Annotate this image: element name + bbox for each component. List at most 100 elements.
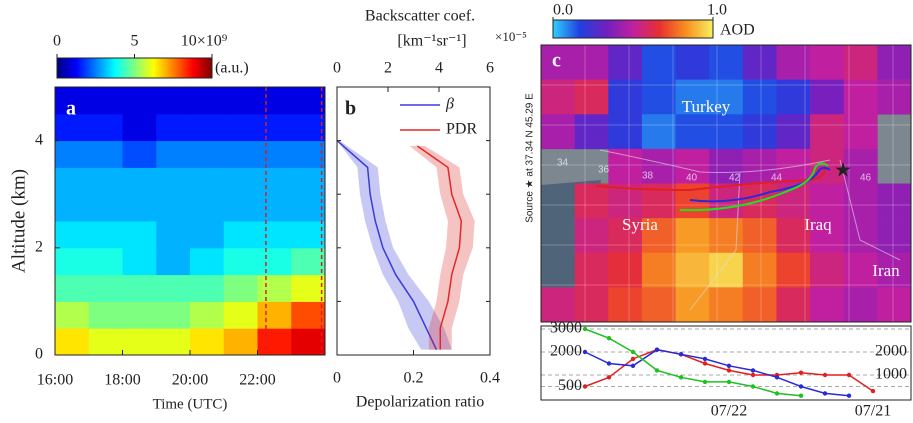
heatmap-cell — [257, 221, 292, 249]
aod-cell — [742, 287, 777, 322]
heatmap-cell — [257, 274, 292, 302]
heatmap-cell — [122, 247, 157, 276]
heatmap-cell — [257, 167, 292, 195]
x2-tick-label: 0 — [333, 60, 341, 77]
aod-cell — [709, 79, 744, 115]
heatmap-cell — [88, 113, 123, 142]
heatmap-cell — [156, 167, 191, 195]
point — [582, 349, 588, 355]
source-star: ★ — [834, 160, 852, 182]
aod-cell — [675, 287, 710, 322]
graticule-label: 38 — [642, 171, 654, 182]
aod-cell — [574, 79, 609, 115]
aod-cell — [776, 252, 811, 288]
heatmap-cell — [156, 328, 191, 356]
point — [678, 375, 684, 380]
x-tick-label: 0.4 — [480, 370, 500, 387]
point — [798, 370, 804, 375]
graticule-label: 42 — [729, 173, 741, 184]
heatmap-cell — [122, 328, 157, 356]
heatmap-cell — [55, 301, 90, 329]
aod-cell — [641, 45, 676, 80]
x2-tick-label: 4 — [435, 60, 443, 77]
y2-tick-label: 2000 — [875, 343, 907, 360]
border — [599, 149, 901, 311]
aod-cell — [574, 218, 609, 254]
heatmap-cell — [122, 113, 157, 142]
point — [774, 375, 780, 380]
heatmap-cell — [223, 274, 258, 302]
y-axis-label: Altitude (km) — [8, 169, 29, 273]
heatmap-cell — [156, 113, 191, 142]
heatmap-cell — [291, 87, 326, 115]
point — [750, 368, 756, 373]
region-label: Iran — [872, 261, 900, 280]
point — [822, 372, 828, 378]
colorbar-tick-label: 0 — [53, 33, 61, 50]
aod-cell — [641, 148, 676, 184]
y2-tick-label: 1000 — [875, 366, 907, 383]
axes-frame — [540, 325, 912, 401]
heatmap-cell — [122, 194, 157, 222]
point — [774, 391, 780, 396]
heatmap-cell — [291, 140, 326, 168]
aod-cell — [810, 45, 845, 80]
aod-cell — [843, 79, 878, 115]
heatmap-cell — [55, 194, 90, 222]
heatmap-cell — [55, 221, 90, 249]
heatmap-cell — [122, 274, 157, 302]
heatmap-cell — [190, 301, 225, 329]
point — [798, 384, 804, 389]
aod-cell — [675, 45, 710, 80]
legend-label: β — [445, 96, 454, 113]
point — [630, 356, 636, 362]
heatmap-cell — [190, 221, 225, 249]
aod-cell — [709, 114, 744, 150]
aod-cell — [608, 45, 643, 80]
aod-cell — [541, 287, 575, 322]
heatmap-cell — [190, 274, 225, 302]
heatmap-cell — [291, 113, 326, 142]
y-tick-label: 2000 — [550, 343, 582, 360]
aod-cell — [843, 114, 878, 150]
aod-cell — [742, 45, 777, 80]
x2-tick-label: 6 — [486, 60, 494, 77]
aod-cell — [641, 79, 676, 115]
aod-cell — [608, 287, 643, 322]
heatmap-cell — [291, 194, 326, 222]
point — [606, 375, 612, 380]
aod-cell — [843, 218, 878, 254]
profile-line — [336, 140, 438, 350]
heatmap-cell — [291, 247, 326, 276]
aod-cell — [675, 218, 710, 254]
heatmap-cell — [223, 247, 258, 276]
x-tick-label: 22:00 — [239, 372, 275, 389]
heatmap-cell — [88, 328, 123, 356]
point — [654, 347, 660, 352]
point — [726, 379, 732, 385]
y-tick-label: 500 — [558, 377, 582, 394]
profile-line — [416, 145, 463, 350]
aod-cell — [641, 287, 676, 322]
colorbar-tick-label: 1.0 — [707, 2, 727, 19]
panel-label: a — [66, 98, 76, 120]
heatmap-cell — [291, 221, 326, 249]
heatmap-cell — [122, 221, 157, 249]
source-label: Source ★ at 37.34 N 45.29 E — [525, 93, 536, 223]
heatmap-cell — [55, 87, 90, 115]
heatmap-cell — [223, 140, 258, 168]
aod-cell — [877, 183, 911, 219]
aod-cell — [776, 218, 811, 254]
heatmap-cell — [257, 140, 292, 168]
point — [870, 388, 876, 394]
heatmap-cell — [223, 194, 258, 222]
point — [702, 379, 708, 385]
heatmap-cell — [156, 87, 191, 115]
aod-cell — [675, 252, 710, 288]
heatmap-cell — [88, 140, 123, 168]
aod-cell — [641, 218, 676, 254]
heatmap-cell — [55, 247, 90, 276]
heatmap-cell — [88, 167, 123, 195]
heatmap-cell — [257, 113, 292, 142]
